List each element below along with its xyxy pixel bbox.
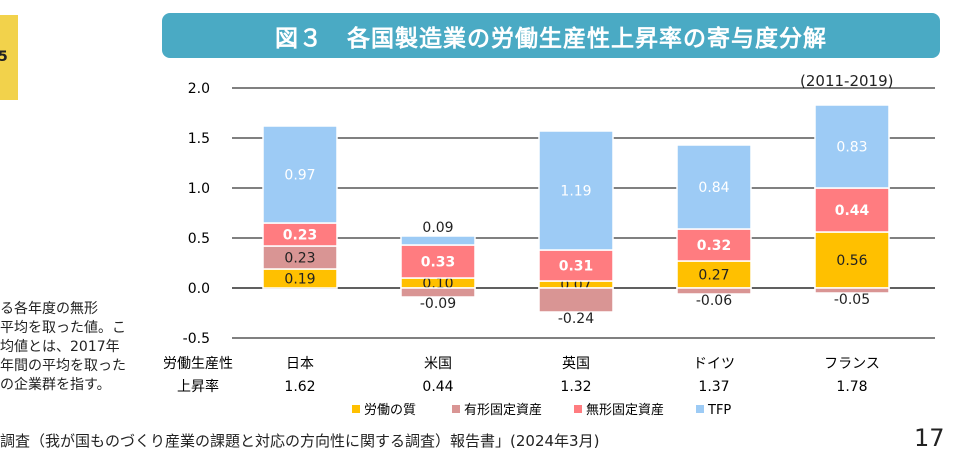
bar-segment xyxy=(814,231,890,289)
side-badge: 5 xyxy=(0,15,18,100)
legend-swatch xyxy=(696,405,704,413)
row-label: 上昇率 xyxy=(177,378,219,395)
category-label: 米国 xyxy=(424,356,452,372)
data-label: -0.06 xyxy=(696,293,732,309)
total-label: 0.44 xyxy=(422,379,453,395)
data-label: 0.27 xyxy=(698,268,729,284)
y-tick-label: 0.5 xyxy=(188,231,210,247)
data-label: -0.09 xyxy=(420,296,456,312)
data-label: 0.83 xyxy=(836,140,867,156)
bar-segment xyxy=(676,260,752,289)
legend-label: TFP xyxy=(707,403,731,418)
data-label: 0.23 xyxy=(284,251,315,267)
y-tick-label: -0.5 xyxy=(183,331,210,347)
bar-segment xyxy=(676,228,752,262)
bar-segment xyxy=(814,287,890,294)
data-label: 1.19 xyxy=(560,184,591,200)
bar-segment xyxy=(400,235,476,246)
bar-segment xyxy=(538,249,614,282)
page-number: 17 xyxy=(914,424,945,452)
y-tick-label: 2.0 xyxy=(188,81,210,97)
bar-segment xyxy=(400,287,476,298)
data-label: -0.24 xyxy=(558,311,594,327)
bar-segment xyxy=(676,287,752,295)
legend-swatch xyxy=(452,405,460,413)
data-label: 0.19 xyxy=(284,272,315,288)
bar-segment xyxy=(262,125,338,224)
data-label: 0.31 xyxy=(559,259,594,275)
row-label: 労働生産性 xyxy=(163,356,233,372)
period-label: (2011-2019) xyxy=(800,72,894,90)
category-label: フランス xyxy=(824,356,880,372)
chart-title: 図３ 各国製造業の労働生産性上昇率の寄与度分解 xyxy=(162,13,940,58)
legend-label: 無形固定資産 xyxy=(586,402,664,418)
category-label: ドイツ xyxy=(693,356,735,372)
total-label: 1.62 xyxy=(284,379,315,395)
category-label: 日本 xyxy=(286,356,314,372)
category-label: 英国 xyxy=(562,355,590,372)
legend-swatch xyxy=(352,405,360,413)
y-tick-label: 1.5 xyxy=(188,131,210,147)
y-tick-label: 0.0 xyxy=(188,281,210,297)
bar-segment xyxy=(814,187,890,233)
data-label: 0.09 xyxy=(422,220,453,236)
total-label: 1.78 xyxy=(836,379,867,395)
y-tick-label: 1.0 xyxy=(188,181,210,197)
legend-label: 労働の質 xyxy=(364,403,416,418)
legend-swatch xyxy=(574,405,582,413)
data-label: 0.84 xyxy=(698,180,729,196)
footnote: る各年度の無形 平均を取った値。こ 均値とは、2017年 年間の平均を取った の… xyxy=(0,301,126,393)
bar-segment xyxy=(538,130,614,251)
total-label: 1.32 xyxy=(560,379,591,395)
total-label: 1.37 xyxy=(698,379,729,395)
bar-segment xyxy=(814,104,890,189)
legend-label: 有形固定資産 xyxy=(464,402,542,418)
data-label: 0.33 xyxy=(421,255,456,271)
source-text: 調査（我が国ものづくり産業の課題と対応の方向性に関する調査）報告書」(2024年… xyxy=(0,432,600,450)
data-label: 0.23 xyxy=(283,228,318,244)
data-label: 0.32 xyxy=(697,238,732,254)
data-label: 0.56 xyxy=(836,253,867,269)
bar-segment xyxy=(538,287,614,313)
data-label: -0.05 xyxy=(834,292,870,308)
bar-segment xyxy=(400,244,476,279)
data-label: 0.97 xyxy=(284,168,315,184)
data-label: 0.44 xyxy=(835,203,870,219)
bar-segment xyxy=(676,144,752,230)
